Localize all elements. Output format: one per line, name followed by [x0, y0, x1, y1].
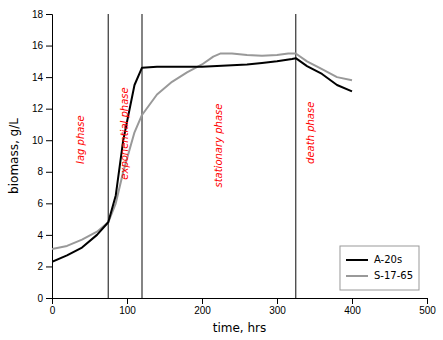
tick: 0: [50, 298, 56, 316]
series-line: [52, 53, 352, 249]
tick-mark: [46, 172, 52, 173]
y-axis-title: biomass, g/L: [7, 118, 21, 194]
tick: 14: [32, 72, 52, 83]
tick-label: 6: [37, 198, 43, 209]
legend-swatch: [346, 275, 368, 277]
tick: 100: [119, 298, 136, 316]
tick-label: 500: [419, 305, 436, 316]
tick-mark: [46, 235, 52, 236]
tick: 300: [269, 298, 286, 316]
tick-label: 2: [37, 261, 43, 272]
tick-mark: [46, 46, 52, 47]
tick: 400: [344, 298, 361, 316]
phase-label: lag phase: [75, 115, 86, 164]
axis-line: [46, 15, 53, 299]
phase-label: stationary phase: [213, 104, 224, 188]
tick-label: 0: [37, 293, 43, 304]
tick-mark: [46, 140, 52, 141]
tick: 0: [37, 293, 52, 304]
legend: A-20s S-17-65: [340, 246, 419, 290]
legend-label: S-17-65: [374, 270, 413, 281]
phase-label: death phase: [305, 102, 316, 164]
tick-mark: [427, 298, 428, 304]
y-axis: 0 2 4 6 8 10 12 14 16 18: [32, 9, 53, 304]
tick-label: 300: [269, 305, 286, 316]
tick-label: 4: [37, 230, 43, 241]
tick: 10: [32, 135, 52, 146]
legend-item: S-17-65: [346, 270, 413, 281]
plot-area: 0 100 200 300 400 500 0 2 4 6 8 10 12 14 16 18 lag phase…: [32, 9, 436, 316]
tick-label: 200: [194, 305, 211, 316]
tick-label: 10: [32, 135, 44, 146]
tick-mark: [352, 298, 353, 304]
tick-mark: [46, 298, 52, 299]
tick-label: 400: [344, 305, 361, 316]
phase-boundary: [141, 14, 142, 298]
tick-label: 12: [32, 103, 44, 114]
tick: 12: [32, 103, 52, 114]
axis-line: [53, 299, 428, 305]
tick-mark: [202, 298, 203, 304]
tick-mark: [127, 298, 128, 304]
tick: 18: [32, 9, 52, 20]
tick-label: 18: [32, 9, 44, 20]
phase-boundary: [108, 14, 109, 298]
legend-box: [340, 246, 419, 290]
tick: 16: [32, 40, 52, 51]
tick-mark: [277, 298, 278, 304]
tick: 8: [37, 166, 52, 177]
legend-label: A-20s: [374, 254, 402, 265]
series-line: [52, 58, 352, 262]
tick: 4: [37, 230, 52, 241]
tick-mark: [46, 109, 52, 110]
x-axis: 0 100 200 300 400 500: [50, 298, 437, 316]
phase-label: exponential phase: [119, 87, 130, 179]
tick-mark: [46, 77, 52, 78]
annotations: lag phase exponential phase stationary pha…: [75, 87, 316, 187]
tick-label: 100: [119, 305, 136, 316]
tick: 200: [194, 298, 211, 316]
x-axis-title: time, hrs: [213, 321, 267, 335]
tick-label: 14: [32, 72, 44, 83]
marks: [52, 14, 352, 298]
legend-item: A-20s: [346, 254, 402, 265]
legend-swatch: [346, 259, 368, 261]
tick-mark: [46, 14, 52, 15]
chart: 0 100 200 300 400 500 0 2 4 6 8 10 12 14 16 18 lag phase…: [0, 0, 443, 340]
tick-label: 16: [32, 40, 44, 51]
tick: 2: [37, 261, 52, 272]
tick-mark: [46, 266, 52, 267]
tick-mark: [46, 203, 52, 204]
tick: 500: [419, 298, 436, 316]
phase-boundary: [295, 14, 296, 298]
tick-label: 8: [37, 166, 43, 177]
tick: 6: [37, 198, 52, 209]
tick-label: 0: [50, 305, 56, 316]
